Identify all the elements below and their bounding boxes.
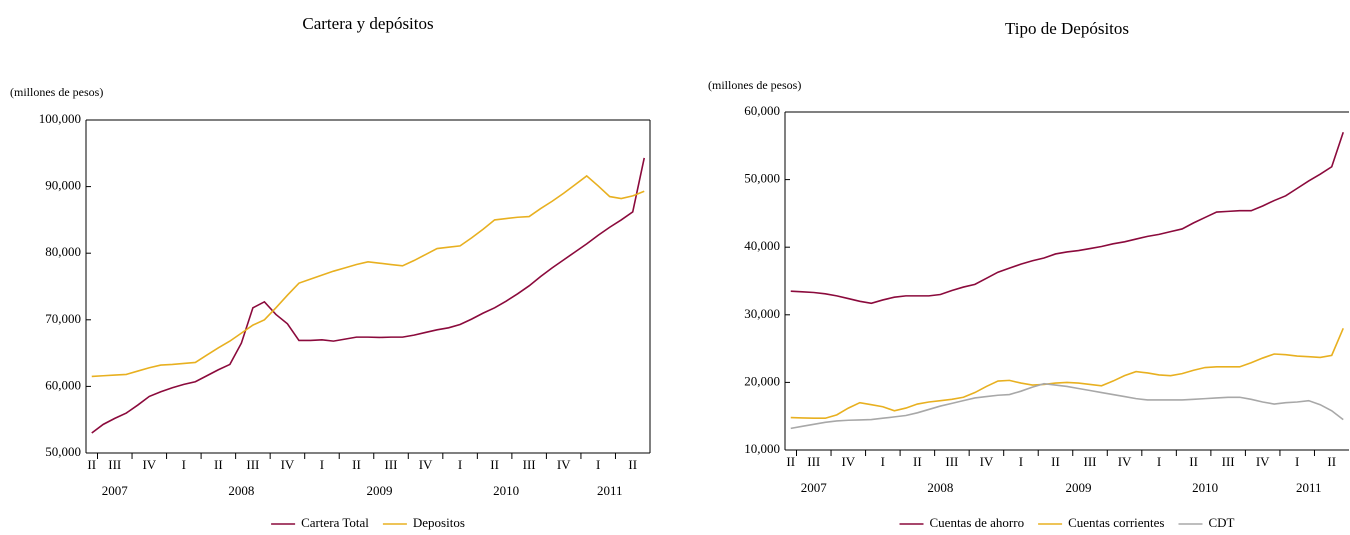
series-line (790, 328, 1344, 420)
series-line (91, 157, 646, 434)
x-tick-label: IV (142, 457, 156, 472)
chart-title: Tipo de Depósitos (1005, 19, 1129, 38)
y-tick-label: 30,000 (744, 306, 780, 321)
x-tick-label: II (352, 457, 361, 472)
x-tick-label: III (385, 457, 398, 472)
x-tick-label: I (881, 454, 885, 469)
chart-title: Cartera y depósitos (302, 14, 433, 33)
x-tick-label: III (1084, 454, 1097, 469)
x-tick-label: II (1051, 454, 1060, 469)
x-tick-label: II (786, 454, 795, 469)
x-tick-label: I (1157, 454, 1161, 469)
x-tick-label: I (458, 457, 462, 472)
legend-label: Cuentas corrientes (1068, 515, 1164, 530)
x-tick-label: I (1019, 454, 1023, 469)
x-tick-label: I (596, 457, 600, 472)
legend-label: Depositos (413, 515, 465, 530)
x-tick-label: IV (1256, 454, 1270, 469)
year-label: 2010 (1192, 480, 1218, 495)
y-tick-label: 70,000 (45, 311, 81, 326)
legend-label: CDT (1208, 515, 1234, 530)
x-tick-label: II (490, 457, 499, 472)
year-label: 2007 (801, 480, 828, 495)
y-tick-label: 50,000 (45, 444, 81, 459)
x-tick-label: IV (557, 457, 571, 472)
year-label: 2008 (228, 483, 254, 498)
x-tick-label: II (1189, 454, 1198, 469)
year-label: 2009 (1066, 480, 1092, 495)
x-tick-label: I (1295, 454, 1299, 469)
y-tick-label: 100,000 (39, 111, 81, 126)
year-label: 2011 (1296, 480, 1322, 495)
year-label: 2011 (597, 483, 623, 498)
x-tick-label: IV (419, 457, 433, 472)
legend-label: Cuentas de ahorro (930, 515, 1025, 530)
x-tick-label: I (182, 457, 186, 472)
year-label: 2010 (493, 483, 519, 498)
x-tick-label: III (945, 454, 958, 469)
y-tick-label: 10,000 (744, 441, 780, 456)
x-tick-label: II (1327, 454, 1336, 469)
x-tick-label: II (214, 457, 223, 472)
y-tick-label: 20,000 (744, 373, 780, 388)
x-tick-label: IV (841, 454, 855, 469)
x-tick-label: III (246, 457, 259, 472)
x-tick-label: I (320, 457, 324, 472)
y-tick-label: 60,000 (45, 377, 81, 392)
x-tick-label: III (108, 457, 121, 472)
year-label: 2008 (927, 480, 953, 495)
x-tick-label: II (628, 457, 637, 472)
y-axis-label: (millones de pesos) (708, 78, 801, 92)
x-tick-label: III (807, 454, 820, 469)
y-tick-label: 40,000 (744, 238, 780, 253)
y-tick-label: 60,000 (744, 103, 780, 118)
x-tick-label: III (1222, 454, 1235, 469)
legend-label: Cartera Total (301, 515, 369, 530)
y-axis-label: (millones de pesos) (10, 85, 103, 99)
x-tick-label: IV (1118, 454, 1132, 469)
series-line (790, 132, 1344, 305)
x-tick-label: III (523, 457, 536, 472)
x-tick-label: IV (281, 457, 295, 472)
year-label: 2009 (367, 483, 393, 498)
x-tick-label: IV (980, 454, 994, 469)
year-label: 2007 (102, 483, 129, 498)
series-line (91, 174, 645, 378)
y-tick-label: 80,000 (45, 244, 81, 259)
y-tick-label: 90,000 (45, 178, 81, 193)
series-line (790, 382, 1344, 430)
x-tick-label: II (913, 454, 922, 469)
y-tick-label: 50,000 (744, 171, 780, 186)
x-tick-label: II (87, 457, 96, 472)
